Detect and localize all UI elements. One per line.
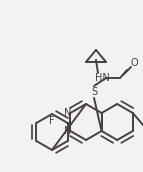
Text: F: F (49, 116, 55, 126)
Text: N: N (64, 126, 71, 136)
Text: N: N (64, 108, 71, 118)
Text: O: O (130, 58, 138, 68)
Text: HN: HN (95, 73, 109, 83)
Text: S: S (91, 87, 97, 97)
